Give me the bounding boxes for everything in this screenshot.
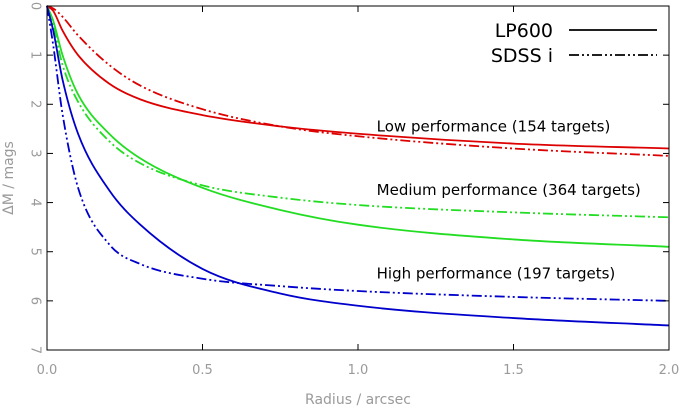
legend: LP600 SDSS i [491,20,657,67]
axis-ticks: 0.0 0.5 1.0 1.5 2.0 0 1 2 3 4 5 6 7 [28,2,680,378]
y-axis-title: ΔM / mags [1,141,17,215]
y-tick-label: 7 [28,346,43,354]
legend-label: SDSS i [491,45,553,67]
plot-series [46,5,670,327]
x-tick-label: 1.0 [348,363,369,378]
annotations: Low performance (154 targets) Medium perf… [377,117,641,282]
y-tick-label: 6 [28,297,43,305]
series-line-6 [46,5,670,302]
series-line-4 [46,5,670,219]
y-tick-label: 3 [28,149,43,157]
annotation-label: Medium performance (364 targets) [377,181,641,199]
x-axis-title: Radius / arcsec [305,392,411,408]
legend-label: LP600 [495,20,553,42]
x-tick-label: 0.0 [37,363,58,378]
annotation-label: High performance (197 targets) [377,265,616,283]
series-line-2 [46,5,670,157]
y-tick-label: 1 [28,51,43,59]
y-tick-label: 2 [28,100,43,108]
series-line-1 [46,5,670,150]
annotation-label: Low performance (154 targets) [377,117,611,135]
y-tick-label: 4 [28,198,43,206]
series-line-5 [46,5,670,327]
y-tick-label: 0 [28,2,43,10]
y-tick-label: 5 [28,248,43,256]
x-tick-label: 2.0 [659,363,680,378]
x-tick-label: 0.5 [192,363,213,378]
x-tick-label: 1.5 [503,363,524,378]
